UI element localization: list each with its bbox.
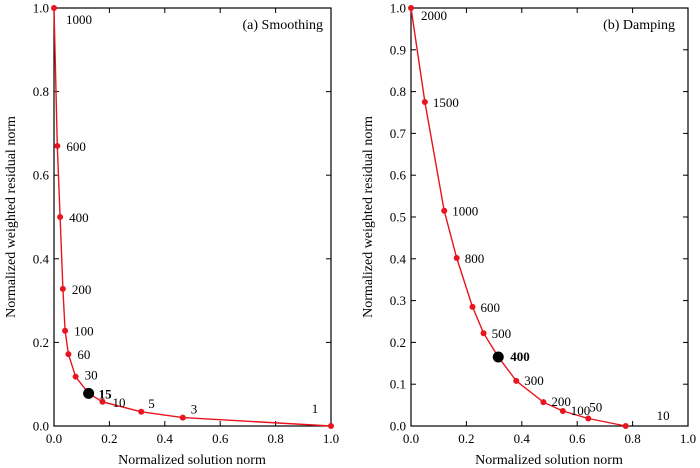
y-tick-label: 0.6 bbox=[390, 168, 407, 183]
y-tick-label: 0.3 bbox=[390, 293, 406, 308]
y-axis-label-smoothing: Normalized weighted residual norm bbox=[4, 116, 19, 318]
data-point-label: 1 bbox=[312, 401, 319, 416]
data-point-label: 10 bbox=[112, 395, 125, 410]
data-point-label: 400 bbox=[69, 210, 89, 225]
lcurve-line bbox=[410, 7, 626, 427]
data-point-marker bbox=[328, 423, 334, 429]
x-tick-label: 0.0 bbox=[403, 431, 419, 446]
data-point-label: 30 bbox=[85, 368, 98, 383]
y-ticks-damping: 0.0 0.1 0.2 0.3 0.4 0.5 0.6 0.7 0.8 0.9 1.0 bbox=[390, 1, 688, 434]
panel-smoothing: 0.0 0.2 0.4 0.6 0.8 1.0 0.0 0.2 0.4 0.6 0.8 1.0 10… bbox=[4, 1, 339, 468]
y-tick-label: 0.4 bbox=[390, 251, 407, 266]
x-tick-label: 1.0 bbox=[680, 431, 696, 446]
y-tick-label: 0.1 bbox=[390, 377, 406, 392]
data-point-label: 200 bbox=[72, 282, 92, 297]
lcurve-line bbox=[53, 7, 332, 427]
data-point-marker bbox=[179, 414, 186, 421]
data-point-label: 2000 bbox=[421, 8, 447, 23]
data-point-marker bbox=[51, 5, 57, 11]
y-tick-label: 0.7 bbox=[390, 126, 407, 141]
y-tick-label: 0.8 bbox=[390, 84, 406, 99]
plot-frame-smoothing bbox=[53, 7, 332, 427]
y-tick-label: 0.9 bbox=[390, 42, 406, 57]
y-tick-label: 0.2 bbox=[390, 335, 406, 350]
x-tick-label: 0.2 bbox=[458, 431, 474, 446]
data-point-marker bbox=[54, 142, 61, 149]
data-point-marker bbox=[59, 285, 66, 292]
y-tick-label: 0.4 bbox=[33, 251, 50, 266]
panel-damping: 0.0 0.1 0.2 0.3 0.4 0.5 0.6 0.7 0.8 0.9 1.0 0.0 0.2… bbox=[361, 1, 696, 468]
data-point-marker bbox=[559, 407, 566, 414]
data-point-label: 500 bbox=[492, 326, 512, 341]
x-tick-label: 1.0 bbox=[323, 431, 339, 446]
data-point-marker bbox=[540, 399, 547, 406]
data-point-marker bbox=[57, 214, 64, 220]
data-point-marker bbox=[441, 207, 448, 214]
optimal-point-marker bbox=[492, 351, 504, 363]
data-point-label: 200 bbox=[551, 394, 571, 409]
data-point-label: 10 bbox=[657, 408, 670, 423]
data-point-label: 50 bbox=[589, 399, 602, 414]
y-axis-label-damping: Normalized weighted residual norm bbox=[361, 116, 376, 318]
data-point-marker bbox=[62, 327, 69, 334]
data-point-marker bbox=[72, 373, 79, 380]
data-point-marker bbox=[138, 408, 145, 415]
x-tick-label: 0.0 bbox=[46, 431, 62, 446]
chart-title-smoothing: (a) Smoothing bbox=[243, 18, 324, 33]
data-point-marker bbox=[585, 415, 592, 422]
data-point-label: 5 bbox=[148, 396, 155, 411]
chart-title-damping: (b) Damping bbox=[603, 18, 675, 33]
x-tick-label: 0.6 bbox=[212, 431, 229, 446]
optimal-point-marker bbox=[83, 387, 95, 399]
data-point-marker bbox=[408, 5, 414, 11]
data-point-label: 800 bbox=[465, 251, 485, 266]
x-axis-label-damping: Normalized solution norm bbox=[475, 453, 623, 468]
x-axis-label-smoothing: Normalized solution norm bbox=[118, 453, 266, 468]
x-tick-label: 0.8 bbox=[267, 431, 283, 446]
data-point-label: 1500 bbox=[433, 95, 459, 110]
data-point-label: 3 bbox=[191, 402, 198, 417]
x-tick-label: 0.6 bbox=[569, 431, 586, 446]
y-tick-label: 0.0 bbox=[390, 419, 406, 434]
data-point-label: 600 bbox=[480, 300, 500, 315]
data-point-marker bbox=[99, 398, 106, 405]
data-point-label: 100 bbox=[571, 403, 591, 418]
data-point-label: 300 bbox=[524, 373, 544, 388]
data-point-marker bbox=[480, 330, 487, 337]
y-tick-label: 1.0 bbox=[33, 1, 49, 16]
x-tick-label: 0.4 bbox=[157, 431, 174, 446]
data-point-label: 1000 bbox=[452, 204, 478, 219]
data-point-marker bbox=[513, 377, 520, 384]
x-ticks-damping: 0.0 0.2 0.4 0.6 0.8 1.0 bbox=[403, 8, 696, 446]
x-tick-label: 0.2 bbox=[101, 431, 117, 446]
x-tick-label: 0.4 bbox=[514, 431, 531, 446]
optimal-point-label: 400 bbox=[510, 349, 530, 364]
data-point-marker bbox=[421, 99, 428, 106]
data-point-marker bbox=[469, 303, 476, 310]
data-point-label: 600 bbox=[66, 139, 86, 154]
data-point-label: 100 bbox=[74, 324, 94, 339]
y-ticks-smoothing: 0.0 0.2 0.4 0.6 0.8 1.0 bbox=[33, 1, 331, 434]
y-tick-label: 0.5 bbox=[390, 210, 406, 225]
data-point-marker bbox=[622, 423, 629, 429]
data-point-marker bbox=[65, 351, 72, 358]
optimal-point-label: 15 bbox=[99, 386, 113, 401]
x-tick-label: 0.8 bbox=[624, 431, 640, 446]
y-tick-label: 0.6 bbox=[33, 168, 50, 183]
y-tick-label: 0.8 bbox=[33, 84, 49, 99]
data-point-label: 1000 bbox=[66, 12, 92, 27]
y-tick-label: 0.0 bbox=[33, 419, 49, 434]
y-tick-label: 1.0 bbox=[390, 1, 406, 16]
y-tick-label: 0.2 bbox=[33, 335, 49, 350]
data-point-marker bbox=[453, 254, 460, 261]
x-ticks-smoothing: 0.0 0.2 0.4 0.6 0.8 1.0 bbox=[46, 8, 339, 446]
data-point-label: 60 bbox=[77, 347, 90, 362]
